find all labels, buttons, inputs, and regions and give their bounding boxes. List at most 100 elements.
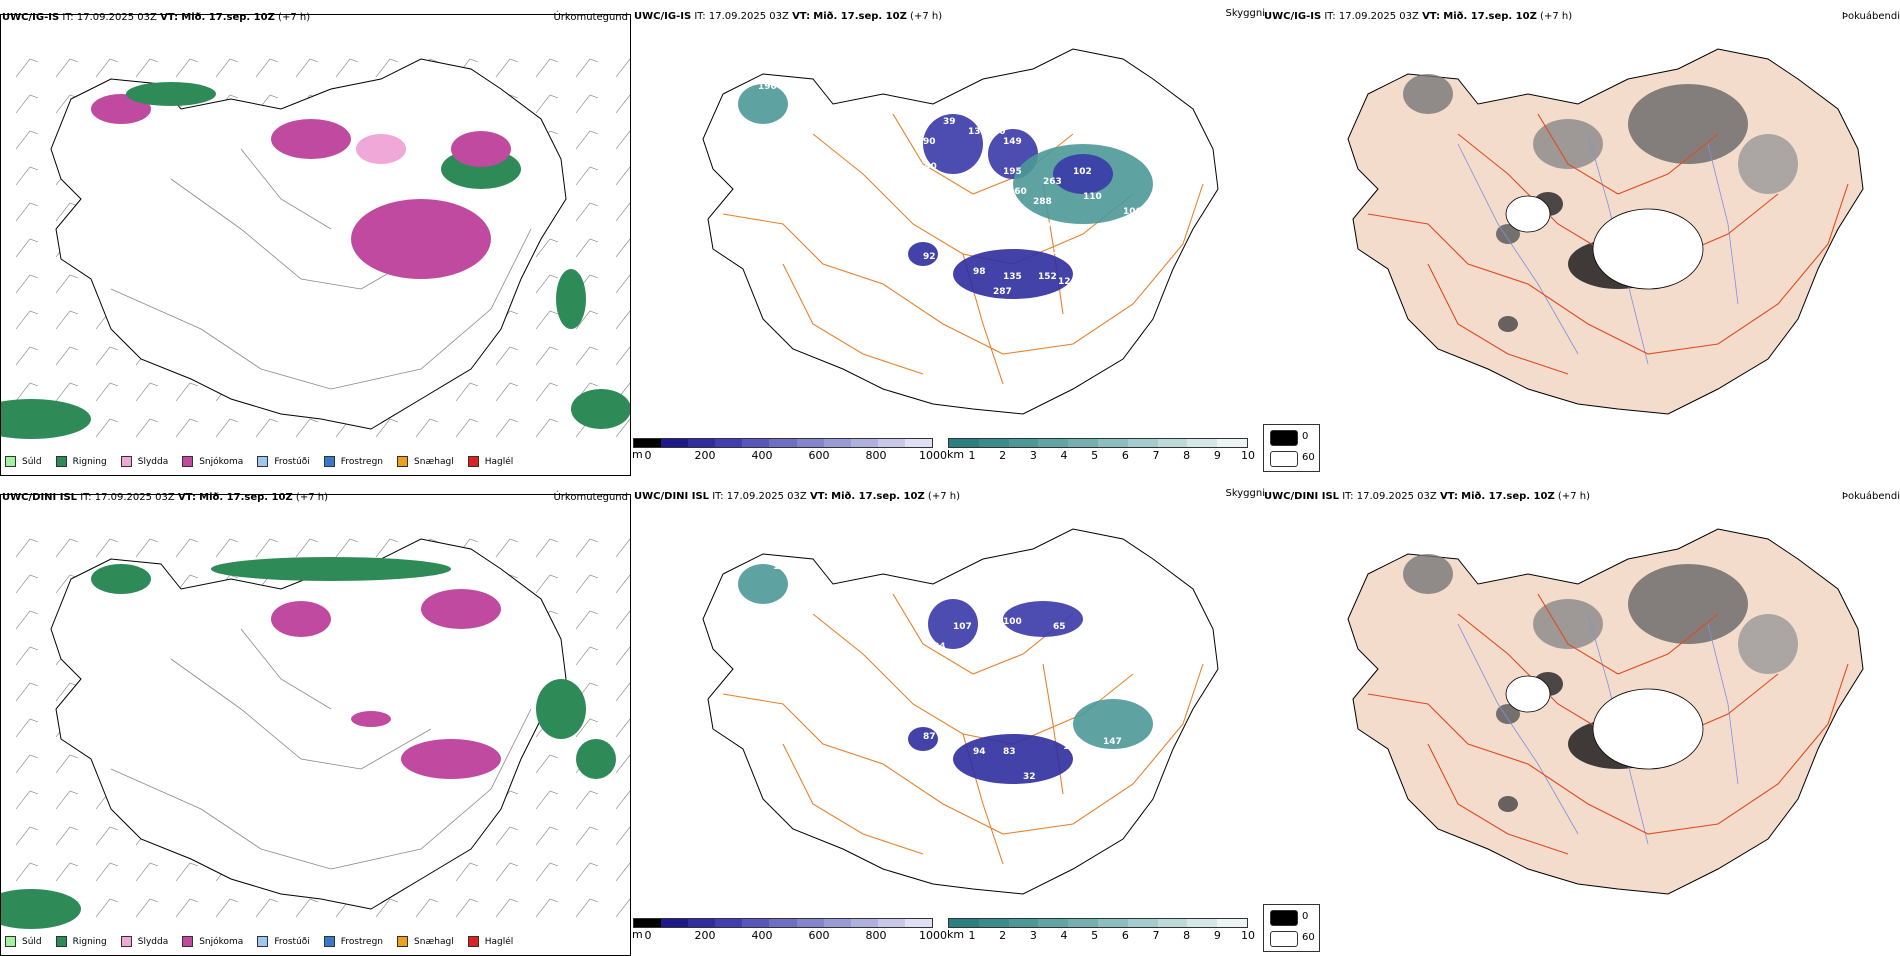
cloud-title: Skyggni [1225,8,1265,19]
precip-legend-item: Slydda [120,936,168,947]
legend-label: Snæhagl [414,936,454,947]
cloud-title: Skyggni [1225,488,1265,499]
wind-barb [575,58,599,78]
colorbar-cell [1217,919,1247,927]
wind-barb [55,310,79,330]
legend-swatch [5,936,16,947]
vt-label: VT: [160,12,179,23]
cloud-area [953,249,1073,299]
precip-legend-item: Frostregn [323,456,383,467]
model-name: UWC/IG-IS [634,11,692,22]
colorbar-cell [688,919,716,927]
wind-barb [55,274,79,294]
cloud-base-label: 274 [1053,247,1072,257]
cloud-base-label: 90 [923,137,936,147]
wind-barb [255,898,279,918]
colorbar-cell [1217,439,1247,447]
fog-area [1738,134,1798,194]
lead-time: (+7 h) [910,11,943,22]
precip-map [1,538,630,929]
wind-barb [175,58,199,78]
cloud-base-label: 195 [1003,167,1022,177]
legend-swatch [120,936,132,947]
wind-barb [375,418,399,438]
colorbar-tick: 600 [808,449,830,462]
fog-map [1347,48,1864,415]
wind-barb [55,58,79,78]
wind-barb [415,418,439,438]
wind-barb [15,718,39,738]
fog-area [1628,564,1748,644]
precip-title: Úrkomutegund [553,12,628,23]
cloud-base-label: 98 [973,267,986,277]
precip-fields [1,557,616,929]
precip-area [1,399,91,439]
wind-barb [455,862,479,882]
colorbar-tick: 800 [865,449,887,462]
colorbar-tick: 2 [999,929,1007,942]
cloud-base-label: 83 [1003,747,1016,757]
colorbar-cell [661,919,689,927]
cloud-base-label: 147 [1103,737,1122,747]
fog-legend-swatch-low [1270,451,1298,467]
cloud-base-label: 263 [1043,177,1062,187]
fog-legend-low: 60 [1302,452,1315,463]
panel-header: UWC/DINI ISL IT: 17.09.2025 03Z VT: Mið.… [1264,491,1590,502]
precip-map [1,58,630,439]
legend-label: Súld [22,936,42,947]
colorbar-cell [769,919,797,927]
wind-barb [95,418,119,438]
lead-time: (+7 h) [1540,11,1573,22]
wind-barb [575,238,599,258]
precip-title: Úrkomutegund [553,492,628,503]
wind-barb [615,418,630,438]
wind-barb [15,94,39,114]
glacier-outline [1505,195,1551,233]
precip-area [356,134,406,164]
wind-barb [535,574,559,594]
colorbar-cell [823,439,851,447]
wind-barb [135,418,159,438]
precip-area [126,82,216,106]
precip-area [271,601,331,637]
cloud-base-label: 81 [1103,227,1116,237]
colorbar-tick: 6 [1121,929,1129,942]
colorbar-cell [850,439,878,447]
cloud-base-label: 124 [1053,662,1072,672]
wind-barb [215,538,239,558]
precip-area [401,739,501,779]
wind-barb [575,574,599,594]
vt-label: VT: [177,492,196,503]
wind-barb [535,238,559,258]
wind-barb [535,58,559,78]
cloud-base-label: 124 [1058,277,1077,287]
wind-barb [175,898,199,918]
wind-barb [495,382,519,402]
colorbar-tick: 3 [1029,929,1037,942]
wind-barb [615,310,630,330]
fog-area [1496,704,1520,724]
precip-area [271,119,351,159]
wind-barb [615,610,630,630]
precip-legend-item: Frostúði [257,456,310,467]
wind-barb [495,418,519,438]
fog-legend-high: 0 [1302,911,1309,922]
cloud-base-label: 287 [993,287,1012,297]
fog-indicator-panel: UWC/DINI ISL IT: 17.09.2025 03Z VT: Mið.… [1263,491,1900,956]
wind-barb [15,382,39,402]
wind-barb [535,418,559,438]
colorbar-cell [661,439,689,447]
wind-barb [15,790,39,810]
panel-header: UWC/IG-IS IT: 17.09.2025 03Z VT: Mið. 17… [2,12,310,23]
colorbar-tick: 2 [999,449,1007,462]
precip-legend-item: Snjókoma [182,456,243,467]
precip-area [351,199,491,279]
wind-barb [95,58,119,78]
glacier-outline [1505,675,1551,713]
legend-swatch [257,456,269,467]
wind-barb [615,682,630,702]
precip-area [421,589,501,629]
wind-barb [615,646,630,666]
cloud-area [1003,601,1083,637]
wind-barb [535,790,559,810]
